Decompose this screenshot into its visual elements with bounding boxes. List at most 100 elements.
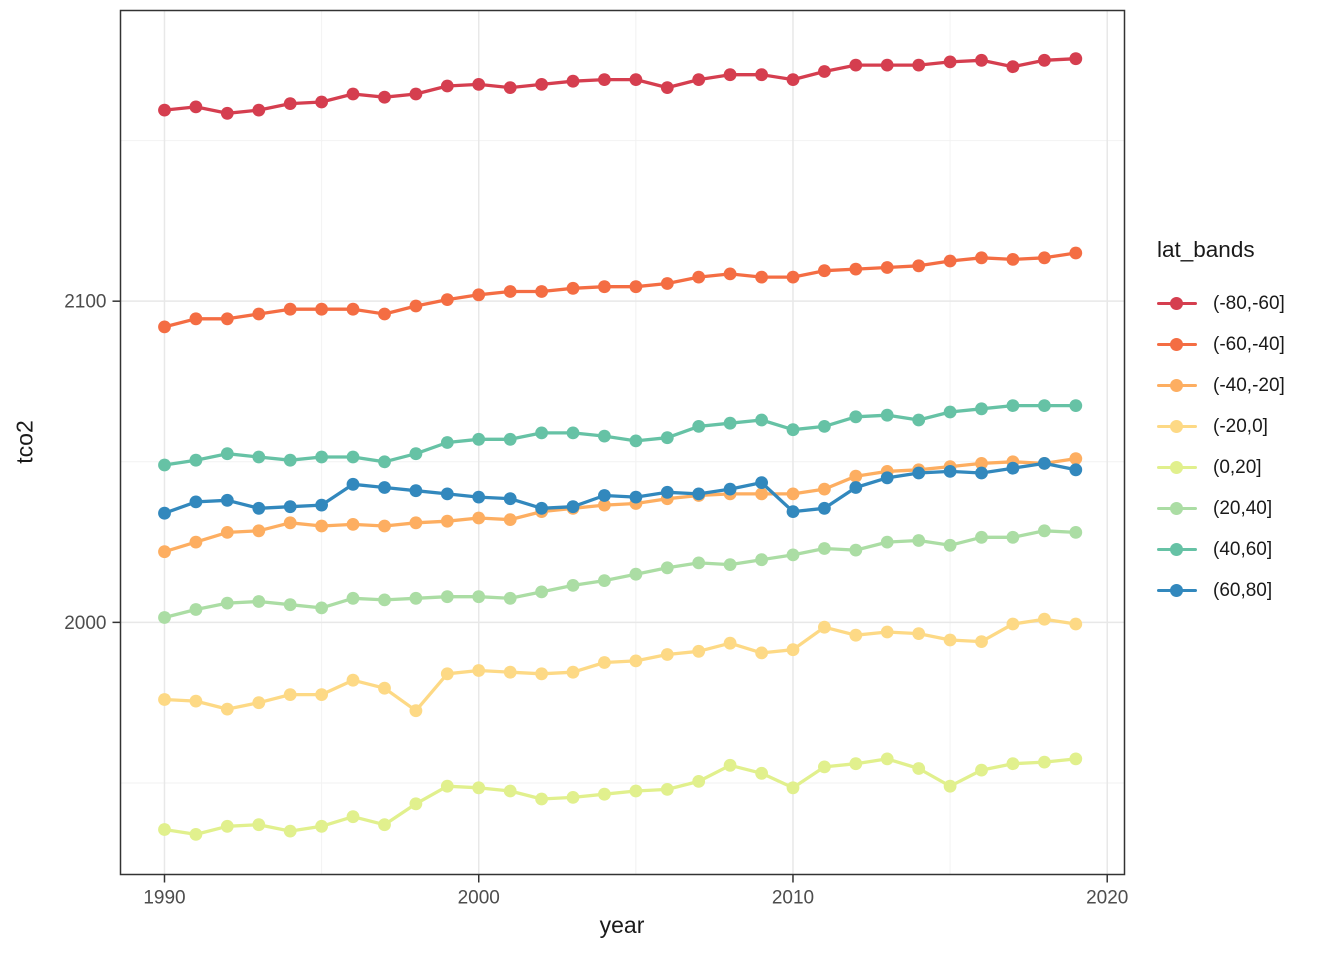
series-point-(-20,0] bbox=[786, 643, 800, 657]
series-point-(-20,0] bbox=[440, 667, 454, 681]
series-point-(60,80] bbox=[1038, 457, 1051, 470]
series-point-(60,80] bbox=[440, 487, 454, 501]
series-point-(-20,0] bbox=[1006, 617, 1020, 631]
series-point-(20,40] bbox=[723, 558, 737, 571]
series-point-(0,20] bbox=[252, 818, 266, 832]
series-point-(-40,-20] bbox=[189, 535, 203, 549]
series-point-(-60,-40] bbox=[692, 270, 706, 284]
legend-entry-label: (20,40] bbox=[1213, 497, 1273, 519]
legend-entry-label: (-60,-40] bbox=[1213, 333, 1285, 355]
series-point-(0,20] bbox=[1038, 755, 1051, 769]
series-point-(40,60] bbox=[723, 416, 737, 430]
series-point-(-20,0] bbox=[158, 693, 171, 706]
series-point-(-20,0] bbox=[660, 648, 674, 661]
series-point-(-20,0] bbox=[912, 627, 926, 640]
series-point-(-20,0] bbox=[598, 656, 611, 669]
series-point-(40,60] bbox=[818, 420, 831, 433]
series-point-(-80,-60] bbox=[252, 103, 266, 117]
legend-entry-label: (0,20] bbox=[1213, 456, 1262, 478]
series-point-(-60,-40] bbox=[189, 312, 203, 326]
series-point-(-80,-60] bbox=[943, 55, 957, 69]
series-point-(-20,0] bbox=[629, 654, 643, 668]
series-point-(60,80] bbox=[378, 481, 391, 494]
series-point-(-60,-40] bbox=[566, 281, 580, 295]
series-point-(0,20] bbox=[283, 824, 297, 838]
series-point-(20,40] bbox=[598, 574, 611, 587]
series-point-(40,60] bbox=[692, 420, 706, 433]
series-point-(-20,0] bbox=[723, 636, 737, 650]
series-point-(-80,-60] bbox=[660, 81, 674, 94]
series-point-(20,40] bbox=[849, 543, 863, 557]
series-point-(60,80] bbox=[283, 500, 297, 514]
series-point-(20,40] bbox=[912, 534, 926, 547]
series-point-(40,60] bbox=[409, 447, 423, 461]
series-point-(40,60] bbox=[912, 413, 926, 427]
series-point-(40,60] bbox=[440, 436, 454, 449]
series-point-(20,40] bbox=[503, 591, 517, 605]
series-point-(40,60] bbox=[472, 432, 486, 446]
series-point-(0,20] bbox=[660, 783, 674, 796]
series-point-(0,20] bbox=[315, 819, 328, 833]
series-point-(60,80] bbox=[880, 471, 894, 485]
series-point-(40,60] bbox=[1006, 399, 1020, 412]
series-point-(-60,-40] bbox=[723, 267, 737, 281]
legend-entries: (-80,-60] (-60,-40] (-40,-20] (-20,0] (0,20]… bbox=[1157, 283, 1344, 611]
x-tick-label: 2010 bbox=[772, 888, 814, 909]
series-point-(-60,-40] bbox=[786, 270, 800, 284]
series-point-(-60,-40] bbox=[755, 270, 768, 284]
legend-key-icon bbox=[1157, 584, 1197, 598]
series-point-(-40,-20] bbox=[849, 469, 863, 483]
series-point-(0,20] bbox=[849, 757, 863, 771]
series-point-(60,80] bbox=[503, 492, 517, 506]
series-point-(-20,0] bbox=[283, 688, 297, 701]
series-point-(60,80] bbox=[943, 465, 957, 478]
legend-entry: (20,40] bbox=[1157, 488, 1344, 529]
legend-key-icon bbox=[1157, 543, 1197, 557]
legend-entry: (-20,0] bbox=[1157, 406, 1344, 447]
series-point-(-20,0] bbox=[409, 704, 423, 718]
series-point-(20,40] bbox=[378, 593, 391, 607]
series-point-(40,60] bbox=[252, 450, 266, 464]
legend-entry: (-60,-40] bbox=[1157, 324, 1344, 365]
legend-entry: (60,80] bbox=[1157, 570, 1344, 611]
series-point-(-60,-40] bbox=[158, 320, 171, 334]
series-point-(-60,-40] bbox=[503, 285, 517, 298]
legend: lat_bands (-80,-60] (-60,-40] (-40,-20] (-2… bbox=[1157, 237, 1344, 611]
series-point-(20,40] bbox=[880, 535, 894, 549]
series-point-(0,20] bbox=[692, 775, 706, 788]
series-point-(40,60] bbox=[943, 405, 957, 419]
series-point-(-60,-40] bbox=[220, 312, 234, 326]
legend-entry: (40,60] bbox=[1157, 529, 1344, 570]
series-point-(60,80] bbox=[692, 487, 706, 501]
series-point-(40,60] bbox=[315, 450, 328, 464]
series-point-(-20,0] bbox=[818, 620, 831, 634]
series-point-(0,20] bbox=[880, 752, 894, 766]
series-point-(40,60] bbox=[283, 453, 297, 467]
series-point-(20,40] bbox=[346, 591, 360, 605]
series-point-(0,20] bbox=[598, 787, 611, 801]
series-point-(-40,-20] bbox=[755, 487, 768, 501]
series-point-(-20,0] bbox=[880, 625, 894, 639]
series-point-(0,20] bbox=[566, 791, 580, 804]
legend-entry-label: (40,60] bbox=[1213, 538, 1273, 560]
series-point-(-80,-60] bbox=[189, 100, 203, 114]
series-point-(0,20] bbox=[378, 818, 391, 832]
series-point-(-20,0] bbox=[692, 644, 706, 658]
series-point-(20,40] bbox=[220, 596, 234, 610]
series-point-(60,80] bbox=[818, 501, 831, 515]
series-point-(-60,-40] bbox=[943, 254, 957, 268]
series-point-(-80,-60] bbox=[535, 78, 548, 91]
series-point-(40,60] bbox=[755, 413, 768, 427]
series-point-(60,80] bbox=[723, 482, 737, 496]
series-point-(-20,0] bbox=[943, 633, 957, 647]
series-point-(-80,-60] bbox=[1038, 53, 1051, 67]
series-point-(60,80] bbox=[755, 476, 768, 489]
series-point-(60,80] bbox=[598, 489, 611, 502]
series-point-(0,20] bbox=[786, 781, 800, 795]
series-point-(-40,-20] bbox=[472, 511, 486, 525]
series-point-(-40,-20] bbox=[220, 526, 234, 539]
series-point-(40,60] bbox=[220, 447, 234, 461]
series-point-(-80,-60] bbox=[849, 58, 863, 72]
series-point-(60,80] bbox=[315, 498, 328, 512]
